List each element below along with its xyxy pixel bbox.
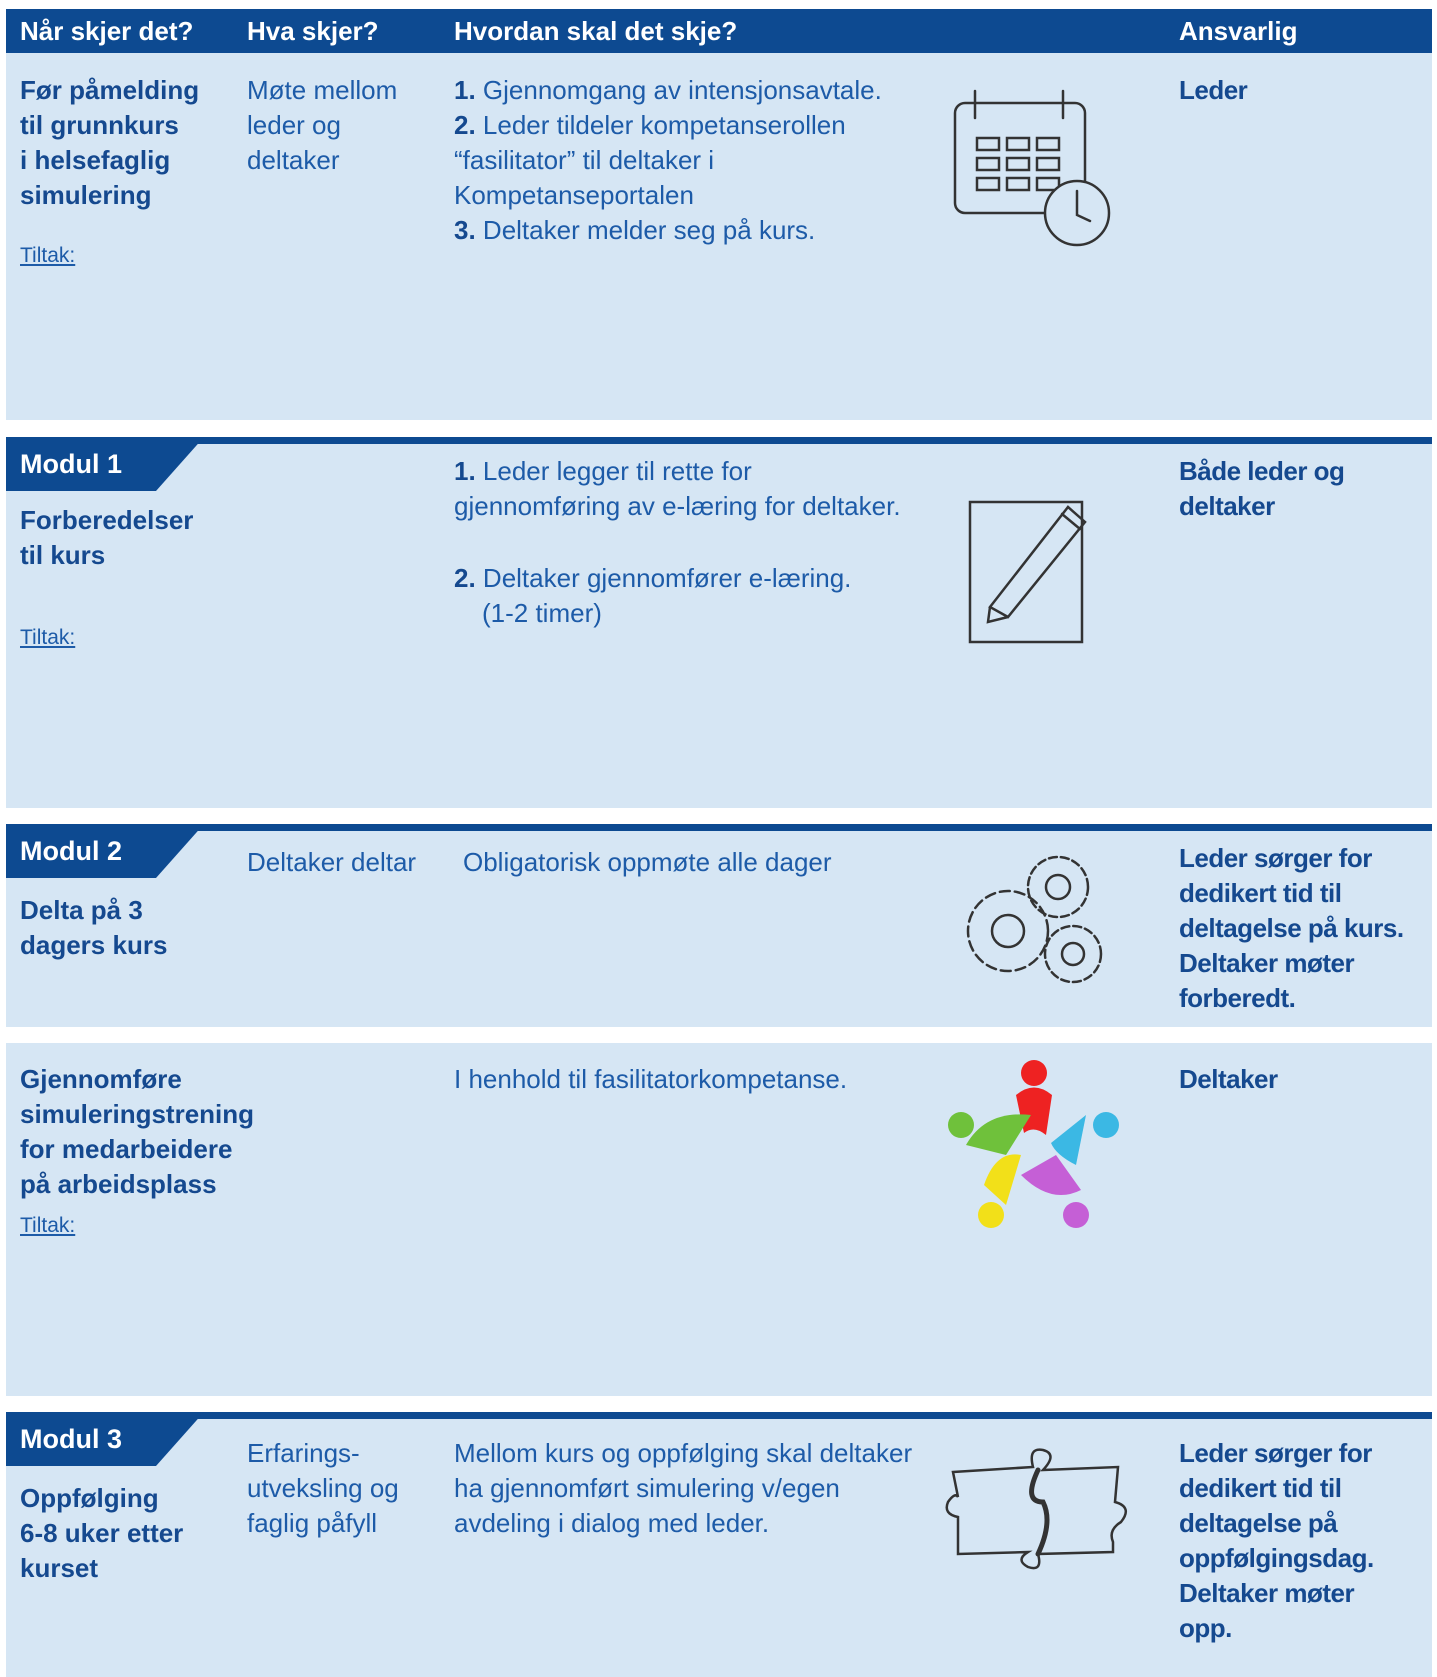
- step-number: 1.: [454, 456, 476, 486]
- column-header: Når skjer det?: [20, 16, 194, 46]
- step-number: 3.: [454, 215, 476, 245]
- responsible-text: opp.: [1179, 1613, 1232, 1643]
- step-number: 2.: [454, 563, 476, 593]
- how-text: gjennomføring av e-læring for deltaker.: [454, 491, 901, 521]
- responsible-text: Deltaker møter: [1179, 948, 1355, 978]
- what-text: deltaker: [247, 145, 340, 175]
- column-header: Hvordan skal det skje?: [454, 16, 738, 46]
- when-text: Oppfølging: [20, 1483, 159, 1513]
- when-text: Gjennomføre: [20, 1064, 182, 1094]
- header-bar: Når skjer det? Hva skjer? Hvordan skal d…: [6, 9, 1432, 53]
- responsible-text: deltagelse på kurs.: [1179, 913, 1404, 943]
- how-line: avdeling i dialog med leder.: [454, 1506, 769, 1541]
- what-text: faglig påfyll: [247, 1508, 378, 1538]
- module-banner: [6, 824, 1432, 878]
- how-line: “fasilitator” til deltaker i: [454, 143, 714, 178]
- when-text: for medarbeidere: [20, 1134, 233, 1164]
- module-banner: [6, 1412, 1432, 1466]
- icon: [943, 1442, 1128, 1577]
- tiltak-link: Tiltak:: [20, 244, 76, 267]
- how-line: gjennomføring av e-læring for deltaker.: [454, 489, 901, 524]
- when-text: 6-8 uker etter: [20, 1518, 184, 1548]
- responsible-text: oppfølgingsdag.: [1179, 1543, 1374, 1573]
- when-text: simulering: [20, 180, 152, 210]
- how-text: avdeling i dialog med leder.: [454, 1508, 770, 1538]
- responsible-text: dedikert tid til: [1179, 878, 1342, 908]
- how-text: Mellom kurs og oppfølging skal deltaker: [454, 1438, 913, 1468]
- section: Modul 3 Oppfølging 6-8 uker etter kurset Erf…: [6, 1412, 1432, 1677]
- how-text: Gjennomgang av intensjonsavtale.: [482, 75, 882, 105]
- how-line: 1. Leder legger til rette for: [454, 454, 752, 489]
- responsible-text: Leder sørger for: [1179, 1438, 1372, 1468]
- how-line: I henhold til fasilitatorkompetanse.: [454, 1062, 847, 1097]
- what-text: Erfarings-: [247, 1438, 360, 1468]
- how-line: Mellom kurs og oppfølging skal deltaker: [454, 1436, 912, 1471]
- when-text: Forberedelser: [20, 505, 194, 535]
- responsible-text: Leder: [1179, 75, 1248, 105]
- what-text: leder og: [247, 110, 341, 140]
- section: Modul 1 Forberedelser til kurs Tiltak: 1. Le…: [6, 437, 1432, 808]
- how-text: Leder legger til rette for: [482, 456, 752, 486]
- responsible-text: forberedt.: [1179, 983, 1296, 1013]
- icon: [958, 849, 1118, 1004]
- what-text: utveksling og: [247, 1473, 399, 1503]
- icon: [946, 1055, 1126, 1235]
- how-line: 3. Deltaker melder seg på kurs.: [454, 213, 815, 248]
- how-text: Leder tildeler kompetanserollen: [482, 110, 846, 140]
- what-text: Deltaker deltar: [247, 847, 417, 877]
- how-line: Kompetanseportalen: [454, 178, 694, 213]
- how-text: Deltaker gjennomfører e-læring.: [482, 563, 852, 593]
- how-text: (1-2 timer): [482, 598, 602, 628]
- module-label: Modul 2: [20, 836, 122, 866]
- responsible-text: Deltaker møter: [1179, 1578, 1355, 1608]
- responsible-text: Leder sørger for: [1179, 843, 1372, 873]
- how-text: Obligatorisk oppmøte alle dager: [463, 847, 832, 877]
- how-line: ha gjennomført simulering v/egen: [454, 1471, 840, 1506]
- responsible-text: deltaker: [1179, 491, 1275, 521]
- how-text: I henhold til fasilitatorkompetanse.: [454, 1064, 848, 1094]
- how-line: (1-2 timer): [482, 596, 602, 631]
- how-line: 2. Deltaker gjennomfører e-læring.: [454, 561, 851, 596]
- step-number: 1.: [454, 75, 476, 105]
- icon: [945, 83, 1120, 258]
- column-header: Ansvarlig: [1179, 16, 1298, 46]
- icon: [950, 477, 1110, 652]
- when-text: dagers kurs: [20, 930, 168, 960]
- how-text: Kompetanseportalen: [454, 180, 694, 210]
- how-text: ha gjennomført simulering v/egen: [454, 1473, 840, 1503]
- column-header: Hva skjer?: [247, 16, 379, 46]
- when-text: på arbeidsplass: [20, 1169, 217, 1199]
- step-number: 2.: [454, 110, 476, 140]
- section: Modul 2 Delta på 3 dagers kurs Deltaker del…: [6, 824, 1432, 1027]
- module-label: Modul 1: [20, 449, 122, 479]
- section: Gjennomføre simuleringstrening for medarbe…: [6, 1043, 1432, 1396]
- when-text: kurset: [20, 1553, 99, 1583]
- when-text: i helsefaglig: [20, 145, 171, 175]
- when-text: Før påmelding: [20, 75, 200, 105]
- responsible-text: dedikert tid til: [1179, 1473, 1342, 1503]
- when-text: Delta på 3: [20, 895, 143, 925]
- tiltak-link: Tiltak:: [20, 626, 76, 649]
- responsible-text: deltagelse på: [1179, 1508, 1338, 1538]
- module-label: Modul 3: [20, 1424, 122, 1454]
- what-text: Møte mellom: [247, 75, 398, 105]
- how-text: “fasilitator” til deltaker i: [454, 145, 715, 175]
- how-text: Deltaker melder seg på kurs.: [482, 215, 816, 245]
- how-line: 2. Leder tildeler kompetanserollen: [454, 108, 846, 143]
- when-text: til grunnkurs: [20, 110, 179, 140]
- how-line: Obligatorisk oppmøte alle dager: [463, 845, 832, 880]
- when-text: til kurs: [20, 540, 106, 570]
- how-line: 1. Gjennomgang av intensjonsavtale.: [454, 73, 882, 108]
- tiltak-link: Tiltak:: [20, 1214, 76, 1237]
- responsible-text: Både leder og: [1179, 456, 1345, 486]
- when-text: simuleringstrening: [20, 1099, 255, 1129]
- responsible-text: Deltaker: [1179, 1064, 1278, 1094]
- module-banner: [6, 437, 1432, 491]
- section: Før påmelding til grunnkurs i helsefaglig s…: [6, 53, 1432, 420]
